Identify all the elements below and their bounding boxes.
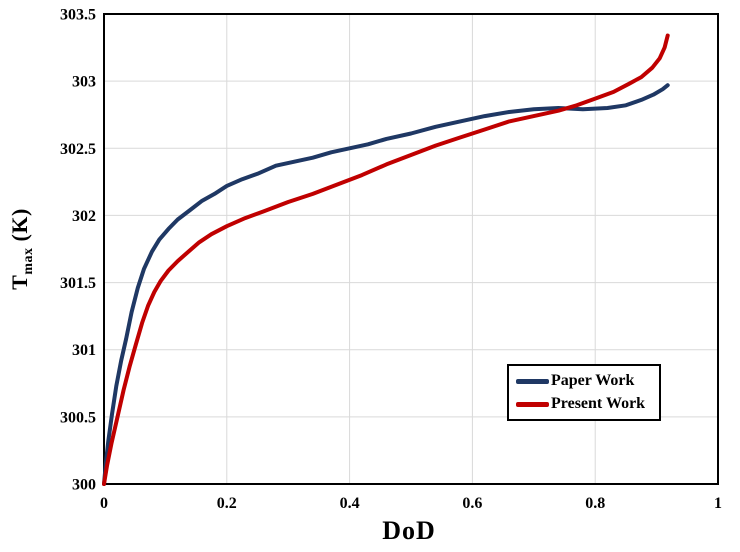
x-axis-title: DoD	[382, 516, 436, 545]
legend-item: Paper Work	[516, 372, 645, 390]
x-tick-label: 0.4	[340, 495, 360, 512]
y-tick-label: 301.5	[60, 275, 96, 292]
y-tick-label: 302.5	[60, 141, 96, 158]
legend-line-swatch	[516, 401, 549, 407]
legend: Paper Work Present Work	[507, 364, 662, 421]
y-tick-label: 300.5	[60, 409, 96, 426]
x-tick-label: 0.6	[462, 495, 482, 512]
series-line-1	[102, 33, 670, 486]
series-line-0	[102, 83, 670, 486]
legend-item: Present Work	[516, 395, 645, 413]
y-tick-label: 303	[72, 74, 96, 91]
x-tick-label: 1	[714, 495, 722, 512]
legend-label: Paper Work	[551, 372, 635, 389]
y-axis-title-main: T	[6, 274, 32, 290]
x-tick-label: 0	[100, 495, 108, 512]
y-tick-label: 300	[72, 477, 96, 494]
legend-label: Present Work	[551, 395, 646, 412]
y-axis-title: Tmax (K)	[7, 208, 37, 290]
y-tick-label: 303.5	[60, 7, 96, 24]
plot-border	[103, 13, 719, 485]
x-tick-label: 0.8	[585, 495, 605, 512]
legend-line-swatch	[516, 378, 549, 384]
y-axis-title-sub: max	[21, 247, 37, 275]
y-tick-label: 302	[72, 208, 96, 225]
y-axis-title-suffix: (K)	[6, 208, 32, 248]
x-tick-label: 0.2	[217, 495, 237, 512]
y-tick-label: 301	[72, 342, 96, 359]
